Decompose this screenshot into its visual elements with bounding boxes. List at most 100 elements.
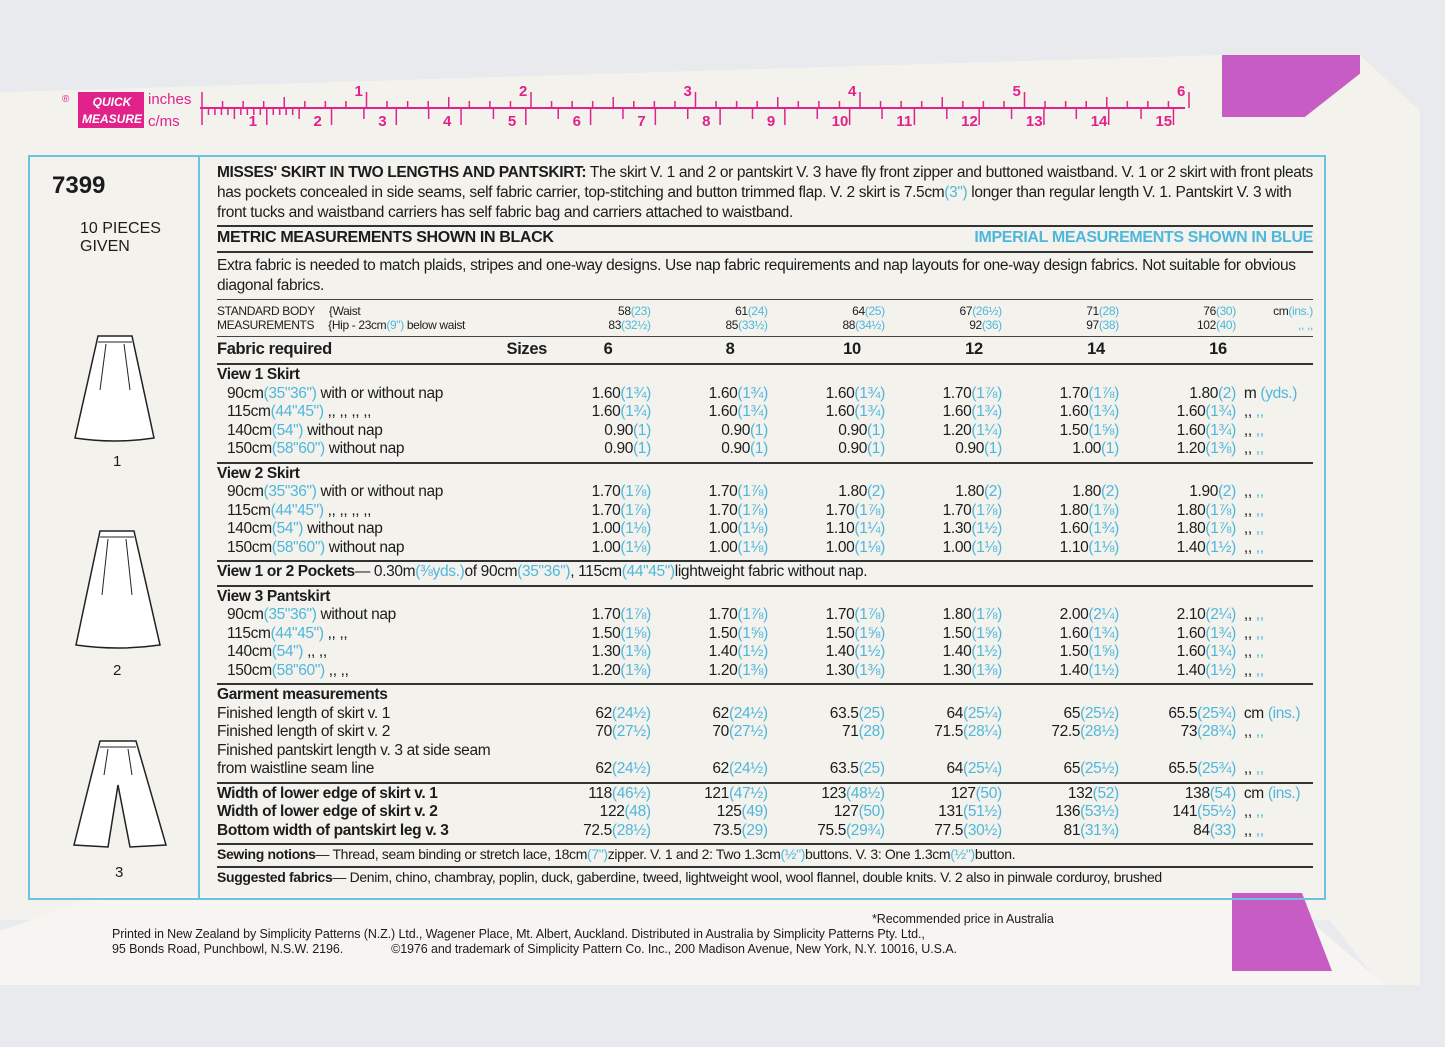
- text-part: — 0.30m: [354, 563, 416, 581]
- unit-metric: ,,: [1243, 440, 1252, 458]
- metric-value: 125: [716, 803, 742, 821]
- imperial-value: (24½): [611, 704, 651, 722]
- value-cell: 1.40(1½): [768, 643, 886, 661]
- body-value: 71(28): [1002, 304, 1119, 318]
- address-line: 95 Bonds Road, Punchbowl, N.S.W. 2196.: [112, 942, 344, 956]
- value-cell: 1.20(1⅜): [534, 662, 652, 680]
- metric-value: 83: [608, 317, 622, 332]
- value-cell: 1.40(1½): [651, 643, 769, 661]
- metric-value: 1.70: [591, 483, 621, 501]
- metric-value: 1.90: [1189, 483, 1218, 501]
- imperial-value: (1⅞): [1088, 384, 1119, 402]
- value-cell: 1.40(1½): [1119, 539, 1237, 557]
- value-cell: 1.00(1⅛): [651, 539, 769, 557]
- text-part: without nap: [324, 538, 405, 556]
- row-label: 90cm(35"36") without nap: [217, 606, 534, 624]
- unit-metric: ,,: [1243, 421, 1252, 439]
- body-measure-name: {Hip - 23cm(9") below waist: [328, 318, 465, 332]
- value-cell: 1.10(1¼): [768, 520, 886, 538]
- imperial-value: (33): [1209, 821, 1237, 839]
- view-2-label: 2: [113, 662, 122, 679]
- value-cell: 1.70(1⅞): [885, 385, 1003, 403]
- value-cell: 70(27½): [651, 723, 768, 741]
- imperial-value: (1): [867, 421, 885, 439]
- table-row: Width of lower edge of skirt v. 1 118(46½…: [217, 785, 1313, 804]
- value-cell: 1.10(1⅛): [1002, 538, 1120, 557]
- row-label: 115cm(44"45") ,, ,, ,, ,,: [217, 502, 534, 520]
- table-row: 90cm(35"36") with or without nap 1.70(1⅞)…: [217, 483, 1313, 502]
- body-label-text: STANDARD BODY: [217, 303, 315, 318]
- unit-metric: ,,: [1243, 624, 1252, 642]
- metric-value: 0.90: [721, 421, 750, 439]
- text-part: Width of lower edge of skirt v. 1: [217, 784, 438, 802]
- imperial-value: (25¾): [1197, 704, 1236, 722]
- text-part: (7"): [587, 846, 608, 863]
- imperial-value: (1): [1101, 440, 1119, 458]
- text-part: ,, ,,: [303, 643, 327, 661]
- imperial-value: (1⅞): [737, 483, 768, 501]
- metric-value: 1.50: [708, 624, 738, 642]
- imperial-value: (1⅛): [854, 538, 885, 556]
- unit-imperial: (yds.): [1256, 384, 1298, 402]
- value-cell: 73(28¾): [1119, 723, 1237, 741]
- imperial-value: (1⅞): [1205, 520, 1236, 538]
- table-row: Finished length of skirt v. 2 70(27½) 70(2…: [217, 723, 1313, 742]
- value-cell: 1.60(1¾): [1002, 625, 1120, 643]
- table-row: 115cm(44"45") ,, ,, ,, ,, 1.60(1¾) 1.60(1¾…: [217, 403, 1313, 422]
- imperial-value: (1½): [854, 643, 885, 661]
- metric-value: 1.00: [1072, 440, 1101, 458]
- row-label: Finished length of skirt v. 1: [217, 705, 534, 723]
- unit-metric: ,,: [1243, 803, 1252, 821]
- imperial-value: (28½): [1080, 723, 1119, 741]
- text-part: , 115cm: [570, 563, 622, 581]
- envelope: [0, 55, 1420, 985]
- imperial-value: (28¾): [1197, 723, 1236, 741]
- value-cell: 62(24½): [534, 760, 651, 778]
- imperial-value: (1⅜): [1205, 440, 1236, 458]
- hip-label-2: below waist: [403, 317, 466, 332]
- value-cell: 1.80(1⅞): [1002, 502, 1120, 520]
- metric-value: 1.00: [825, 538, 855, 556]
- unit-metric: ,,: [1243, 760, 1252, 778]
- table-section: Garment measurements Finished length of s…: [217, 685, 1313, 780]
- text-part: Width of lower edge of skirt v. 2: [217, 803, 438, 821]
- value-cell: 127(50): [768, 803, 885, 821]
- metric-value: 1.60: [1059, 403, 1089, 421]
- metric-value: 1.70: [825, 606, 855, 624]
- metric-value: 65: [1063, 760, 1081, 778]
- metric-value: 77.5: [934, 821, 964, 839]
- value-cell: 1.50(1⅝): [885, 625, 1003, 643]
- imperial-value: (1⅜): [854, 661, 885, 679]
- text-part: Finished pantskirt length v. 3 at side s…: [217, 741, 491, 759]
- metric-value: 0.90: [838, 421, 867, 439]
- metric-value: 1.00: [591, 538, 621, 556]
- unit-label: ,, ,,: [1236, 403, 1313, 421]
- imperial-value: (32½): [621, 317, 651, 332]
- imperial-value: (1⅝): [737, 624, 768, 642]
- body-label-text: MEASUREMENTS: [217, 317, 315, 332]
- value-cell: 73.5(29): [651, 822, 768, 840]
- unit-metric: ,,: [1243, 501, 1252, 519]
- value-cell: 65.5(25¾): [1119, 705, 1236, 723]
- body-unit: ,, ,,: [1236, 318, 1313, 332]
- value-cell: 1.70(1⅞): [768, 606, 886, 624]
- value-cell: 1.70(1⅞): [768, 502, 886, 520]
- value-cell: 1.60(1¾): [534, 384, 652, 403]
- metric-value: 1.50: [1059, 643, 1089, 661]
- body-unit: cm(ins.): [1236, 304, 1313, 318]
- imperial-value: (24): [747, 303, 768, 318]
- row-label: 150cm(58"60") ,, ,,: [217, 662, 534, 680]
- imperial-value: (51½): [963, 803, 1002, 821]
- metric-value: 138: [1184, 784, 1210, 802]
- row-label: 115cm(44"45") ,, ,, ,, ,,: [217, 403, 534, 421]
- value-cell: 1.30(1½): [885, 520, 1003, 538]
- metric-value: 64: [946, 760, 964, 778]
- body-value: 76(30): [1119, 304, 1236, 318]
- imperial-value: (1): [633, 421, 651, 439]
- metric-value: 1.10: [1059, 538, 1089, 556]
- unit-metric: ,,: [1243, 606, 1252, 624]
- metric-value: 1.60: [591, 384, 621, 402]
- metric-value: 1.70: [708, 606, 738, 624]
- body-value: 58(23): [534, 304, 651, 318]
